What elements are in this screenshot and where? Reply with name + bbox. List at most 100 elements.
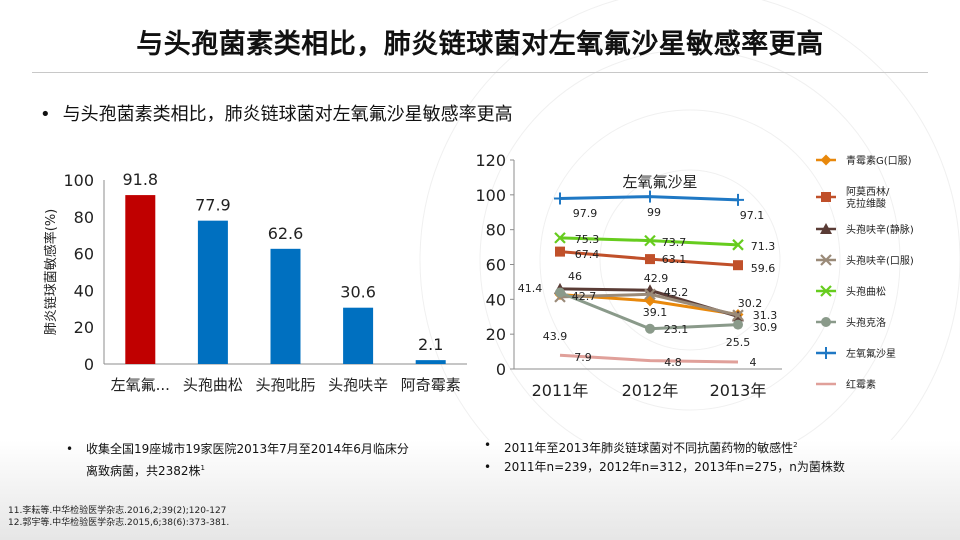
right-note-line1: 2011年至2013年肺炎链球菌对不同抗菌药物的敏感性2	[504, 441, 798, 455]
legend-marker	[820, 223, 832, 234]
series-point	[555, 246, 565, 257]
line-annotation: 左氧氟沙星	[622, 173, 697, 191]
legend-marker	[821, 317, 831, 327]
line-data-label: 42.7	[572, 290, 597, 303]
line-data-label: 97.9	[573, 207, 598, 220]
line-y-tick-label: 100	[475, 186, 506, 205]
legend-marker	[820, 285, 832, 297]
bar-y-tick-label: 20	[74, 318, 94, 337]
series-point	[645, 323, 655, 334]
marker-stroke	[732, 309, 744, 321]
bar-data-label: 91.8	[122, 170, 158, 189]
marker-stroke	[820, 254, 832, 266]
bar-chart: 0 20 40 60 80 100 肺炎链球菌敏感率(%) 91.8 左氧氟... 77.9 头孢曲…	[43, 170, 467, 394]
legend-label: 阿莫西林/	[846, 185, 890, 198]
series-point	[732, 309, 744, 321]
line-data-label: 59.6	[751, 262, 776, 275]
left-note-line2: 离致病菌，共2382株1	[86, 464, 206, 478]
legend-label: 头孢呋辛(口服)	[846, 254, 914, 267]
series-point	[644, 234, 656, 247]
line-y-tick-label: 60	[486, 256, 506, 275]
line-data-label: 63.1	[662, 253, 687, 266]
line-data-label: 73.7	[662, 236, 687, 249]
line-data-label: 4	[750, 356, 757, 369]
legend-marker	[820, 154, 832, 166]
bar-y-tick-label: 60	[74, 245, 94, 264]
legend-marker	[820, 347, 832, 359]
line-x-tick-label: 2013年	[710, 381, 767, 400]
bar-category-label: 头孢吡肟	[255, 376, 315, 394]
line-data-label: 41.4	[518, 282, 543, 295]
left-note: • 收集全国19座城市19家医院2013年7月至2014年6月临床分 离致病菌，…	[66, 440, 409, 481]
line-data-label: 67.4	[575, 248, 600, 261]
legend-label: 克拉维酸	[846, 197, 886, 210]
main-bullet-text: 与头孢菌素类相比，肺炎链球菌对左氧氟沙星敏感率更高	[62, 104, 513, 125]
line-data-label: 45.2	[664, 286, 689, 299]
reference-2: 12.郭宇等.中华检验医学杂志.2015,6;38(6):373-381.	[8, 518, 230, 528]
right-notes: • 2011年至2013年肺炎链球菌对不同抗菌药物的敏感性2 • 2011年n=…	[484, 436, 845, 477]
legend-label: 头孢克洛	[846, 316, 886, 329]
series-point	[555, 287, 565, 298]
line-data-label: 30.2	[738, 297, 763, 310]
line-chart: 0 20 40 60 80 100 120 2011年 2012年 2013年 左氧氟沙星 41.4 4…	[475, 151, 782, 400]
series-point	[554, 232, 566, 244]
series-point	[732, 193, 744, 206]
marker-stroke	[644, 288, 656, 301]
marker-stroke	[732, 239, 744, 251]
bar-category-label: 左氧氟...	[111, 376, 170, 394]
main-bullet: • 与头孢菌素类相比，肺炎链球菌对左氧氟沙星敏感率更高	[40, 100, 513, 126]
line-data-label: 97.1	[740, 209, 765, 222]
bullet-dot: •	[66, 442, 74, 456]
bar-y-tick-label: 80	[74, 208, 94, 227]
line-data-label: 71.3	[751, 240, 776, 253]
series-point	[733, 260, 743, 271]
bar-y-tick-label: 40	[74, 281, 94, 300]
bar-y-tick-label: 100	[63, 171, 94, 190]
line-y-tick-label: 80	[486, 221, 506, 240]
title-divider	[32, 72, 928, 73]
bullet-dot: •	[40, 104, 51, 125]
legend-marker	[821, 192, 831, 202]
series-line	[559, 353, 739, 364]
line-y-tick-label: 0	[496, 360, 506, 379]
line-data-label: 30.9	[753, 321, 778, 334]
line-data-label: 46	[568, 270, 582, 283]
marker-stroke	[554, 232, 566, 244]
series-point	[733, 319, 743, 330]
line-y-tick-label: 40	[486, 290, 506, 309]
marker-stroke	[644, 234, 656, 247]
left-note-line1: 收集全国19座城市19家医院2013年7月至2014年6月临床分	[86, 442, 409, 456]
legend-label: 头孢曲松	[846, 285, 886, 298]
bar-data-label: 77.9	[195, 196, 231, 215]
bar-y-tick-label: 0	[84, 355, 94, 374]
references: 11.李耘等.中华检验医学杂志.2016,2;39(2);120-127 12.…	[8, 505, 229, 529]
line-data-label: 4.8	[664, 356, 682, 369]
bar-data-label: 30.6	[340, 283, 376, 302]
bar-y-axis-label: 肺炎链球菌敏感率(%)	[43, 209, 59, 336]
bar	[270, 248, 301, 364]
bar	[415, 360, 446, 364]
bar-data-label: 2.1	[418, 335, 443, 354]
series-point	[645, 254, 655, 265]
reference-1: 11.李耘等.中华检验医学杂志.2016,2;39(2);120-127	[8, 506, 227, 516]
bar	[197, 220, 228, 364]
bar	[343, 307, 374, 364]
legend-label: 头孢呋辛(静脉)	[846, 223, 914, 236]
series-point	[554, 192, 566, 205]
line-data-label: 25.5	[726, 336, 751, 349]
line-x-tick-label: 2011年	[532, 381, 589, 400]
line-data-label: 39.1	[643, 306, 668, 319]
legend-label: 青霉素G(口服)	[846, 154, 912, 167]
right-note-line2: 2011年n=239，2012年n=312，2013年n=275，n为菌株数	[504, 460, 845, 474]
bar-category-label: 头孢曲松	[183, 376, 243, 394]
legend-marker	[820, 254, 832, 266]
bullet-dot: •	[484, 460, 492, 474]
line-y-tick-label: 120	[475, 151, 506, 170]
line-data-label: 7.9	[574, 351, 592, 364]
legend-label: 左氧氟沙星	[846, 347, 896, 360]
bar-category-label: 头孢呋辛	[328, 376, 388, 394]
line-data-label: 75.3	[575, 233, 600, 246]
